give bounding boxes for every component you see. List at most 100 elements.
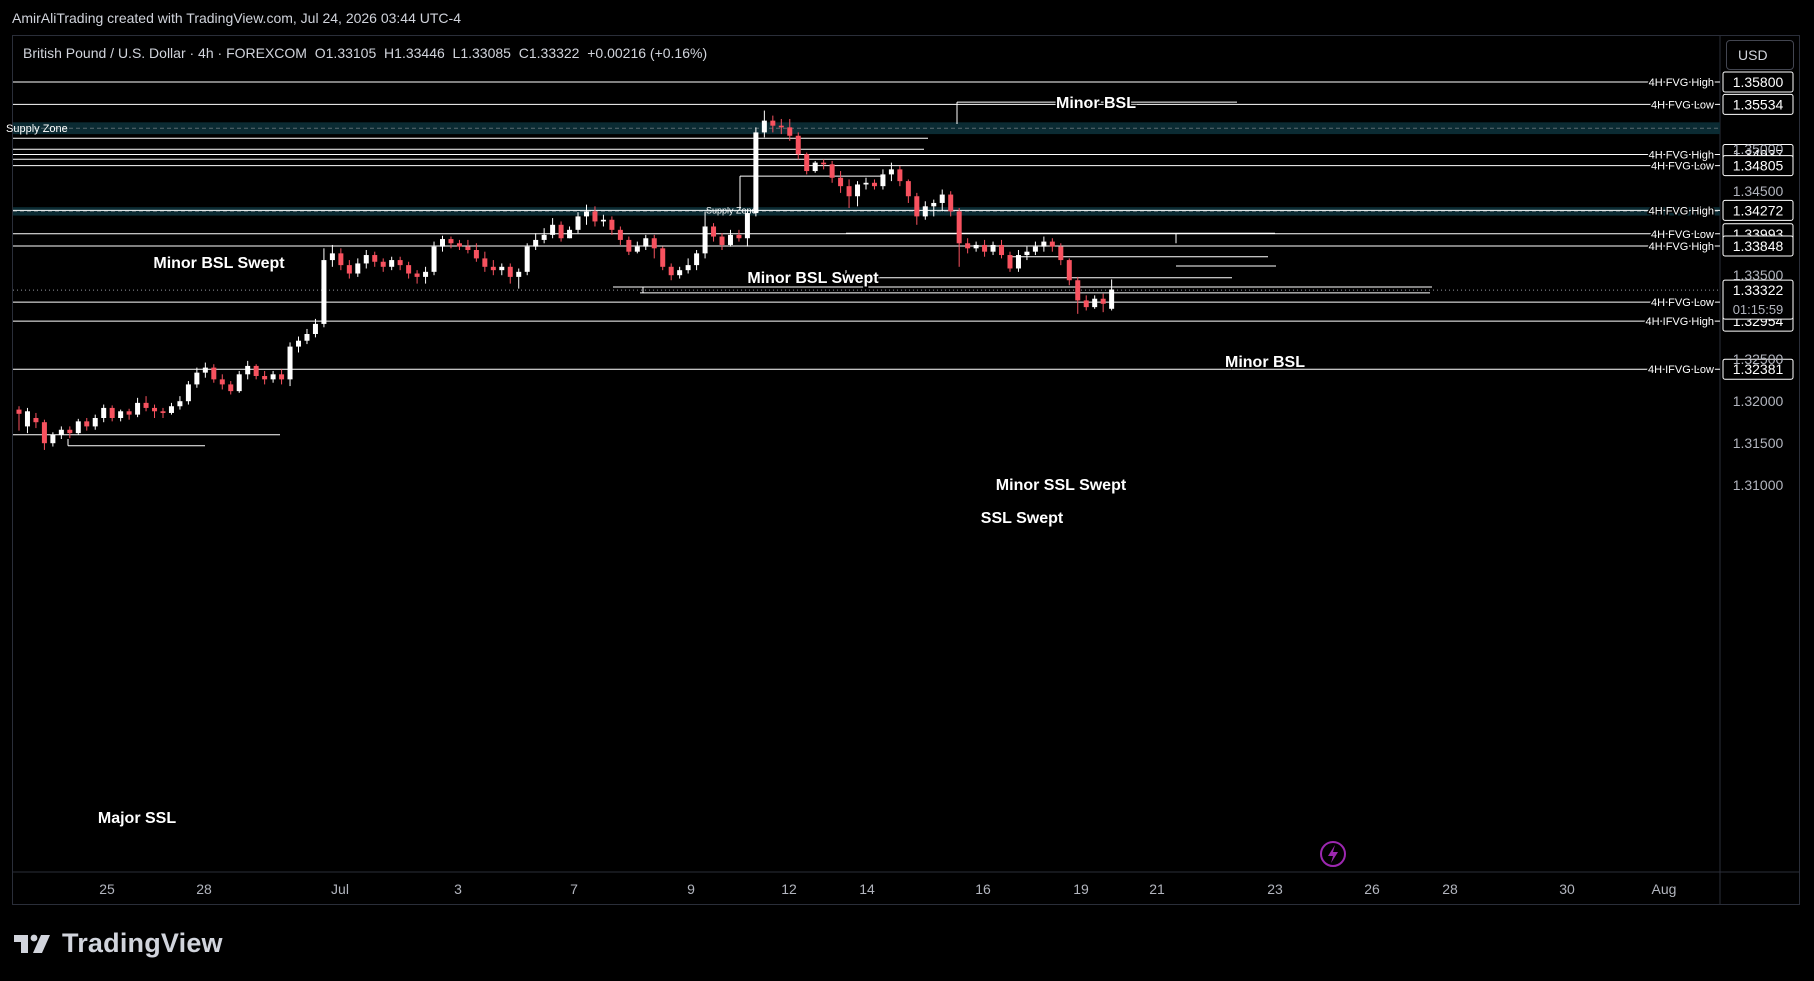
candle-body xyxy=(1058,246,1064,261)
time-tick-label: 12 xyxy=(781,881,797,897)
chart-annotation: SSL Swept xyxy=(981,510,1064,527)
last-price-value: 1.33322 xyxy=(1733,282,1784,298)
candle-body xyxy=(92,418,98,427)
candle-body xyxy=(50,434,56,444)
candle-body xyxy=(490,266,496,271)
candle-body xyxy=(473,250,479,259)
level-price-tag xyxy=(1722,358,1794,380)
candle-body xyxy=(101,407,107,418)
candle-body xyxy=(296,340,302,347)
candle-body xyxy=(440,239,445,247)
candle-body xyxy=(905,181,911,197)
candle-body xyxy=(719,236,725,245)
time-tick-label: Jul xyxy=(331,881,349,897)
price-tick-label: 1.35000 xyxy=(1733,141,1784,157)
candle-body xyxy=(948,194,954,212)
candle-body xyxy=(262,376,268,380)
candle-body xyxy=(355,263,361,274)
tradingview-logo[interactable]: TradingView xyxy=(14,928,223,959)
chart-annotation: Minor BSL xyxy=(1056,95,1136,112)
level-label: 4H FVG Low xyxy=(1651,161,1714,173)
supply-zone-band xyxy=(13,207,1720,216)
ohlc-open: 1.33105 xyxy=(325,45,377,61)
candle-body xyxy=(228,384,234,392)
candle-body xyxy=(33,418,39,423)
candle-body xyxy=(194,372,200,385)
level-label: 4H IFVG Low xyxy=(1648,364,1714,376)
candle-body xyxy=(846,186,852,197)
candle-body xyxy=(914,196,920,217)
candle-body xyxy=(973,244,979,249)
price-tick-label: 1.32500 xyxy=(1733,351,1784,367)
level-price: 1.34272 xyxy=(1733,202,1784,218)
candle-body xyxy=(694,253,700,266)
candle-body xyxy=(1024,251,1030,256)
supply-zone-label: Supply Zone xyxy=(6,123,68,135)
symbol-legend: British Pound / U.S. Dollar · 4h · FOREX… xyxy=(23,45,707,61)
candle-body xyxy=(651,238,657,249)
level-label: 4H FVG High xyxy=(1649,77,1714,89)
candle-body xyxy=(677,270,683,276)
currency-button[interactable]: USD xyxy=(1726,40,1794,70)
candle-body xyxy=(279,374,285,380)
candle-body xyxy=(482,258,488,267)
time-tick-label: 9 xyxy=(687,881,695,897)
candle-body xyxy=(567,229,573,239)
chart-annotation: Minor BSL Swept xyxy=(153,255,285,272)
candle-body xyxy=(202,367,208,373)
candle-body xyxy=(634,246,640,252)
time-tick-label: 26 xyxy=(1364,881,1380,897)
candle-body xyxy=(533,239,539,247)
candle-body xyxy=(999,244,1005,256)
candle-body xyxy=(1032,246,1038,252)
level-price-tag xyxy=(1722,199,1794,221)
candle-body xyxy=(67,429,73,434)
candle-body xyxy=(329,253,335,261)
candle-body xyxy=(168,406,174,413)
ohlc-low-label: L xyxy=(452,45,461,61)
candle-body xyxy=(143,402,149,408)
level-price: 1.35800 xyxy=(1733,74,1784,90)
candle-body xyxy=(965,243,971,249)
candle-body xyxy=(185,384,191,402)
candle-body xyxy=(821,162,827,165)
candle-body xyxy=(16,409,22,414)
level-price: 1.32381 xyxy=(1733,361,1784,377)
time-tick-label: 7 xyxy=(570,881,578,897)
candle-body xyxy=(880,174,886,187)
candle-body xyxy=(287,346,293,380)
candle-body xyxy=(516,271,522,277)
candle-body xyxy=(1092,298,1098,308)
time-tick-label: 16 xyxy=(975,881,991,897)
candle-body xyxy=(109,407,115,418)
level-label: 4H FVG Low xyxy=(1651,297,1714,309)
candle-body xyxy=(312,323,318,334)
time-tick-label: 30 xyxy=(1559,881,1575,897)
candle-body xyxy=(397,260,403,266)
candle-body xyxy=(617,229,623,240)
chart-annotation: Minor BSL Swept xyxy=(747,270,879,287)
time-tick-label: 28 xyxy=(1442,881,1458,897)
ohlc-close: 1.33322 xyxy=(528,45,580,61)
price-tick-label: 1.31000 xyxy=(1733,477,1784,493)
candle-body xyxy=(152,407,158,412)
time-tick-label: 19 xyxy=(1073,881,1089,897)
candle-body xyxy=(423,271,429,277)
candle-body xyxy=(761,120,767,133)
candle-body xyxy=(41,422,47,444)
candle-body xyxy=(1041,241,1047,247)
candle-body xyxy=(744,213,750,239)
symbol-name[interactable]: British Pound / U.S. Dollar · 4h · FOREX… xyxy=(23,45,307,61)
last-price-tag xyxy=(1722,279,1794,320)
candle-body xyxy=(787,127,793,136)
time-tick-label: Aug xyxy=(1652,881,1677,897)
candle-body xyxy=(685,265,691,271)
price-tick-label: 1.31500 xyxy=(1733,435,1784,451)
candle-body xyxy=(583,211,589,217)
chart-credit: AmirAliTrading created with TradingView.… xyxy=(12,10,461,26)
candle-body xyxy=(609,219,615,230)
tradingview-logo-icon xyxy=(14,934,50,953)
candle-body xyxy=(406,265,412,274)
candle-body xyxy=(211,367,217,380)
